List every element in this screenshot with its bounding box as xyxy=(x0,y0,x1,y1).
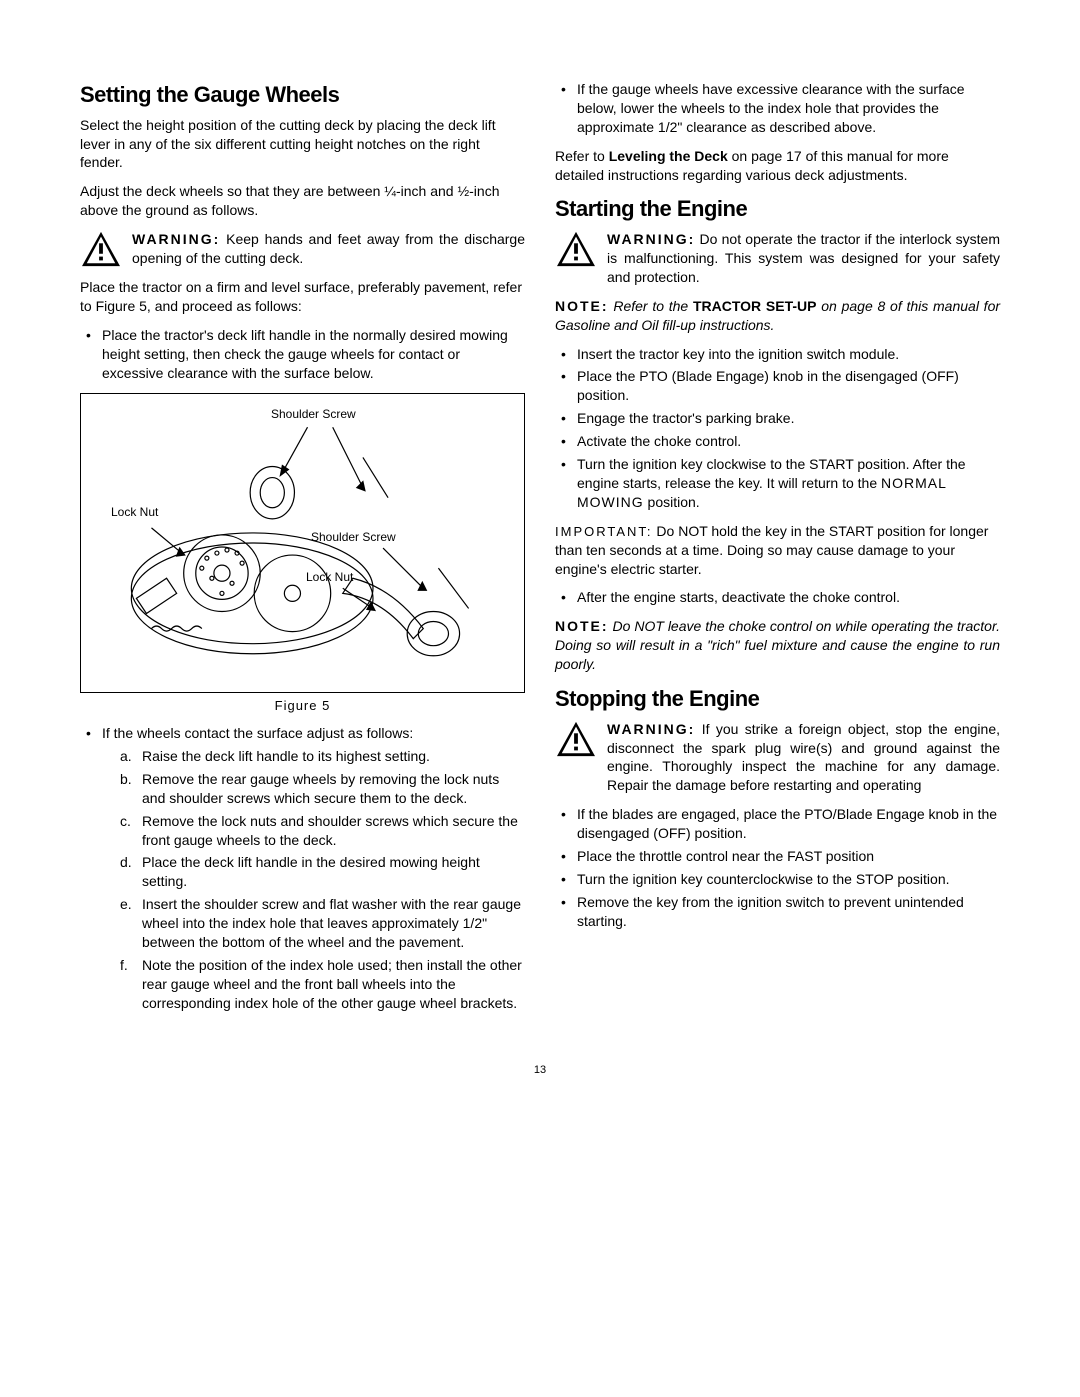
list-item: b.Remove the rear gauge wheels by removi… xyxy=(142,770,525,808)
list-item: c.Remove the lock nuts and shoulder scre… xyxy=(142,812,525,850)
warning-foreign-object: WARNING: If you strike a foreign object,… xyxy=(555,720,1000,796)
heading-stopping-engine: Stopping the Engine xyxy=(555,684,1000,714)
warning-triangle-icon xyxy=(555,230,597,268)
stop-steps-list: If the blades are engaged, place the PTO… xyxy=(555,805,1000,930)
heading-starting-engine: Starting the Engine xyxy=(555,194,1000,224)
two-column-layout: Setting the Gauge Wheels Select the heig… xyxy=(80,80,1000,1023)
warning-interlock: WARNING: Do not operate the tractor if t… xyxy=(555,230,1000,287)
list-item: f.Note the position of the index hole us… xyxy=(142,956,525,1013)
warning-text: WARNING: Keep hands and feet away from t… xyxy=(132,230,525,268)
alpha-list: a.Raise the deck lift handle to its high… xyxy=(102,747,525,1013)
important-note: IMPORTANT: Do NOT hold the key in the ST… xyxy=(555,522,1000,579)
right-column: If the gauge wheels have excessive clear… xyxy=(555,80,1000,1023)
warning-label: WARNING: xyxy=(607,231,695,247)
list-item: If the wheels contact the surface adjust… xyxy=(102,724,525,1012)
bullet-list-1: Place the tractor's deck lift handle in … xyxy=(80,326,525,383)
deck-diagram-icon xyxy=(81,394,524,692)
list-item: Insert the tractor key into the ignition… xyxy=(577,345,1000,364)
warning-triangle-icon xyxy=(555,720,597,758)
list-item: Place the PTO (Blade Engage) knob in the… xyxy=(577,367,1000,405)
warning-label: WARNING: xyxy=(132,231,220,247)
left-column: Setting the Gauge Wheels Select the heig… xyxy=(80,80,525,1023)
para-adjust-wheels: Adjust the deck wheels so that they are … xyxy=(80,182,525,220)
list-item: a.Raise the deck lift handle to its high… xyxy=(142,747,525,766)
warning-text: WARNING: If you strike a foreign object,… xyxy=(607,720,1000,796)
list-item: Turn the ignition key clockwise to the S… xyxy=(577,455,1000,512)
warning-label: WARNING: xyxy=(607,721,695,737)
figure-5-box: Shoulder Screw Lock Nut Shoulder Screw L… xyxy=(80,393,525,693)
page-number: 13 xyxy=(80,1063,1000,1078)
list-item: After the engine starts, deactivate the … xyxy=(577,588,1000,607)
list-item: d.Place the deck lift handle in the desi… xyxy=(142,853,525,891)
list-item: Remove the key from the ignition switch … xyxy=(577,893,1000,931)
warning-triangle-icon xyxy=(80,230,122,268)
start-steps-list: Insert the tractor key into the ignition… xyxy=(555,345,1000,512)
list-item: If the blades are engaged, place the PTO… xyxy=(577,805,1000,843)
warning-hands-feet: WARNING: Keep hands and feet away from t… xyxy=(80,230,525,268)
bullet-list-2: If the wheels contact the surface adjust… xyxy=(80,724,525,1012)
list-item: Turn the ignition key counterclockwise t… xyxy=(577,870,1000,889)
para-leveling-ref: Refer to Leveling the Deck on page 17 of… xyxy=(555,147,1000,185)
para-place-tractor: Place the tractor on a firm and level su… xyxy=(80,278,525,316)
warning-text: WARNING: Do not operate the tractor if t… xyxy=(607,230,1000,287)
para-select-height: Select the height position of the cuttin… xyxy=(80,116,525,173)
list-item: Place the tractor's deck lift handle in … xyxy=(102,326,525,383)
figure-caption: Figure 5 xyxy=(80,697,525,715)
note-setup: NOTE: Refer to the TRACTOR SET-UP on pag… xyxy=(555,297,1000,335)
list-item: Place the throttle control near the FAST… xyxy=(577,847,1000,866)
list-item: Engage the tractor's parking brake. xyxy=(577,409,1000,428)
heading-gauge-wheels: Setting the Gauge Wheels xyxy=(80,80,525,110)
list-item: Activate the choke control. xyxy=(577,432,1000,451)
bullet-list-top: If the gauge wheels have excessive clear… xyxy=(555,80,1000,137)
after-start-list: After the engine starts, deactivate the … xyxy=(555,588,1000,607)
note-choke: NOTE: Do NOT leave the choke control on … xyxy=(555,617,1000,674)
list-item-text: If the wheels contact the surface adjust… xyxy=(102,725,413,741)
list-item: e.Insert the shoulder screw and flat was… xyxy=(142,895,525,952)
list-item: If the gauge wheels have excessive clear… xyxy=(577,80,1000,137)
